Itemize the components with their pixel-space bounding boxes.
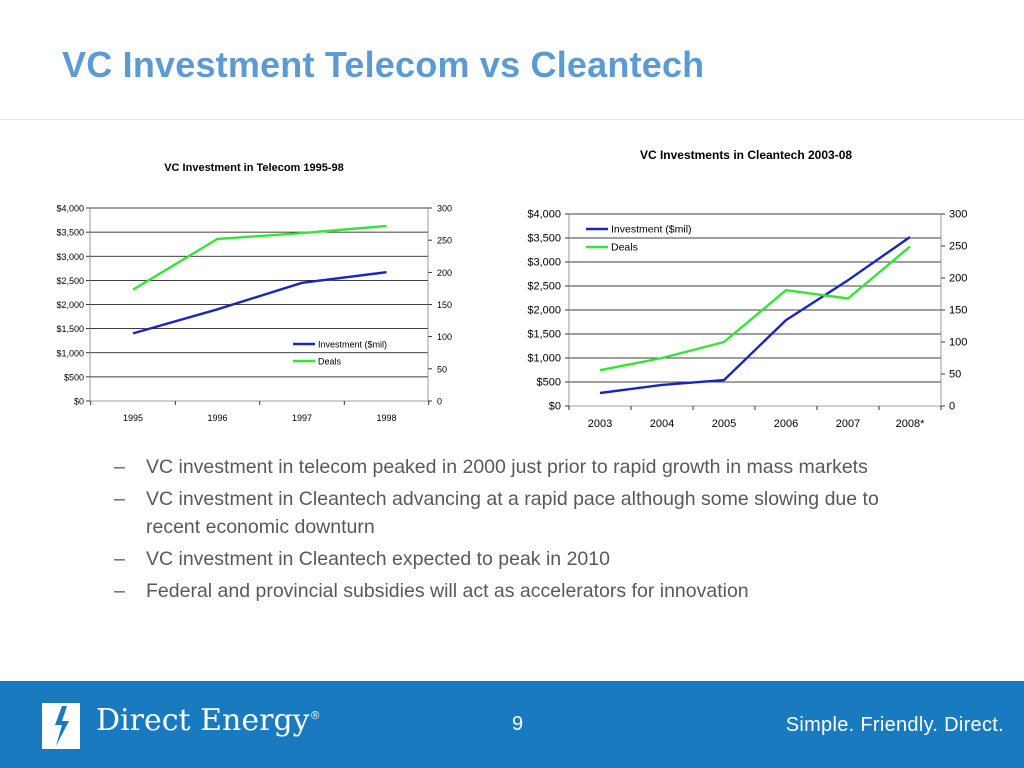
direct-energy-logo-icon — [42, 703, 80, 749]
y-left-tick-label: $0 — [74, 397, 84, 407]
y-left-tick-label: $2,500 — [56, 276, 84, 286]
y-right-tick-label: 50 — [949, 369, 961, 381]
y-right-tick-label: 200 — [437, 268, 452, 278]
bullet-item: – VC investment in Cleantech expected to … — [112, 545, 892, 573]
y-left-tick-label: $4,000 — [56, 204, 84, 214]
y-right-tick-label: 100 — [437, 332, 452, 342]
y-left-tick-label: $3,000 — [56, 252, 84, 262]
tagline: Simple. Friendly. Direct. — [785, 714, 1004, 736]
legend-label: Investment ($mil) — [611, 224, 692, 236]
x-tick-label: 2006 — [774, 418, 798, 430]
x-tick-label: 1995 — [123, 413, 143, 423]
title-divider — [0, 119, 1024, 120]
y-right-tick-label: 250 — [949, 241, 967, 253]
deals-series-line — [599, 245, 911, 372]
logo-text: Direct Energy® — [96, 703, 321, 738]
y-right-tick-label: 150 — [437, 300, 452, 310]
x-tick-label: 1996 — [207, 413, 227, 423]
investment-series-line — [132, 271, 387, 335]
logo-brand: Direct Energy — [96, 703, 310, 738]
y-right-tick-label: 300 — [949, 209, 967, 221]
y-left-tick-label: $1,500 — [56, 324, 84, 334]
investment-series-line — [599, 236, 911, 395]
registered-mark: ® — [309, 709, 321, 722]
y-right-tick-label: 150 — [949, 305, 967, 317]
y-right-tick-label: 200 — [949, 273, 967, 285]
y-left-tick-label: $0 — [549, 401, 561, 413]
bullet-list: – VC investment in telecom peaked in 2000… — [112, 453, 892, 609]
bullet-item: – Federal and provincial subsidies will a… — [112, 577, 892, 605]
bullet-item: – VC investment in telecom peaked in 2000… — [112, 453, 892, 481]
y-left-tick-label: $3,500 — [56, 228, 84, 238]
chart-title: VC Investments in Cleantech 2003-08 — [640, 148, 852, 162]
chart-title: VC Investment in Telecom 1995-98 — [164, 162, 344, 174]
bullet-item: – VC investment in Cleantech advancing at… — [112, 485, 892, 541]
x-tick-label: 1997 — [292, 413, 312, 423]
y-right-tick-label: 100 — [949, 337, 967, 349]
y-left-tick-label: $2,500 — [527, 281, 561, 293]
bullet-text: Federal and provincial subsidies will ac… — [146, 580, 749, 602]
bullet-dash: – — [114, 488, 125, 510]
y-right-tick-label: 0 — [949, 401, 955, 413]
y-right-tick-label: 50 — [437, 364, 447, 374]
x-tick-label: 2003 — [588, 418, 612, 430]
y-left-tick-label: $1,000 — [527, 353, 561, 365]
y-left-tick-label: $2,000 — [527, 305, 561, 317]
legend-label: Deals — [318, 357, 342, 367]
y-left-tick-label: $1,000 — [56, 348, 84, 358]
y-left-tick-label: $1,500 — [527, 329, 561, 341]
y-right-tick-label: 300 — [437, 204, 452, 214]
bullet-dash: – — [114, 456, 125, 478]
x-tick-label: 2008* — [896, 418, 925, 430]
legend-label: Deals — [611, 242, 638, 254]
page-number: 9 — [512, 713, 524, 735]
y-left-tick-label: $3,500 — [527, 233, 561, 245]
bullet-dash: – — [114, 580, 125, 602]
y-right-tick-label: 0 — [437, 397, 442, 407]
deals-series-line — [132, 224, 387, 291]
x-tick-label: 2004 — [650, 418, 674, 430]
y-left-tick-label: $2,000 — [56, 300, 84, 310]
x-tick-label: 2005 — [712, 418, 736, 430]
x-tick-label: 2007 — [836, 418, 860, 430]
bullet-text: VC investment in Cleantech advancing at … — [146, 488, 879, 538]
x-tick-label: 1998 — [376, 413, 396, 423]
y-right-tick-label: 250 — [437, 236, 452, 246]
y-left-tick-label: $500 — [64, 372, 84, 382]
slide-title: VC Investment Telecom vs Cleantech — [62, 44, 705, 85]
legend-label: Investment ($mil) — [318, 340, 387, 350]
y-left-tick-label: $500 — [537, 377, 561, 389]
footer-bar: Direct Energy® 9 Simple. Friendly. Direc… — [0, 681, 1024, 768]
bullet-text: VC investment in telecom peaked in 2000 … — [146, 456, 868, 478]
y-left-tick-label: $4,000 — [527, 209, 561, 221]
bullet-text: VC investment in Cleantech expected to p… — [146, 548, 610, 570]
bullet-dash: – — [114, 548, 125, 570]
y-left-tick-label: $3,000 — [527, 257, 561, 269]
